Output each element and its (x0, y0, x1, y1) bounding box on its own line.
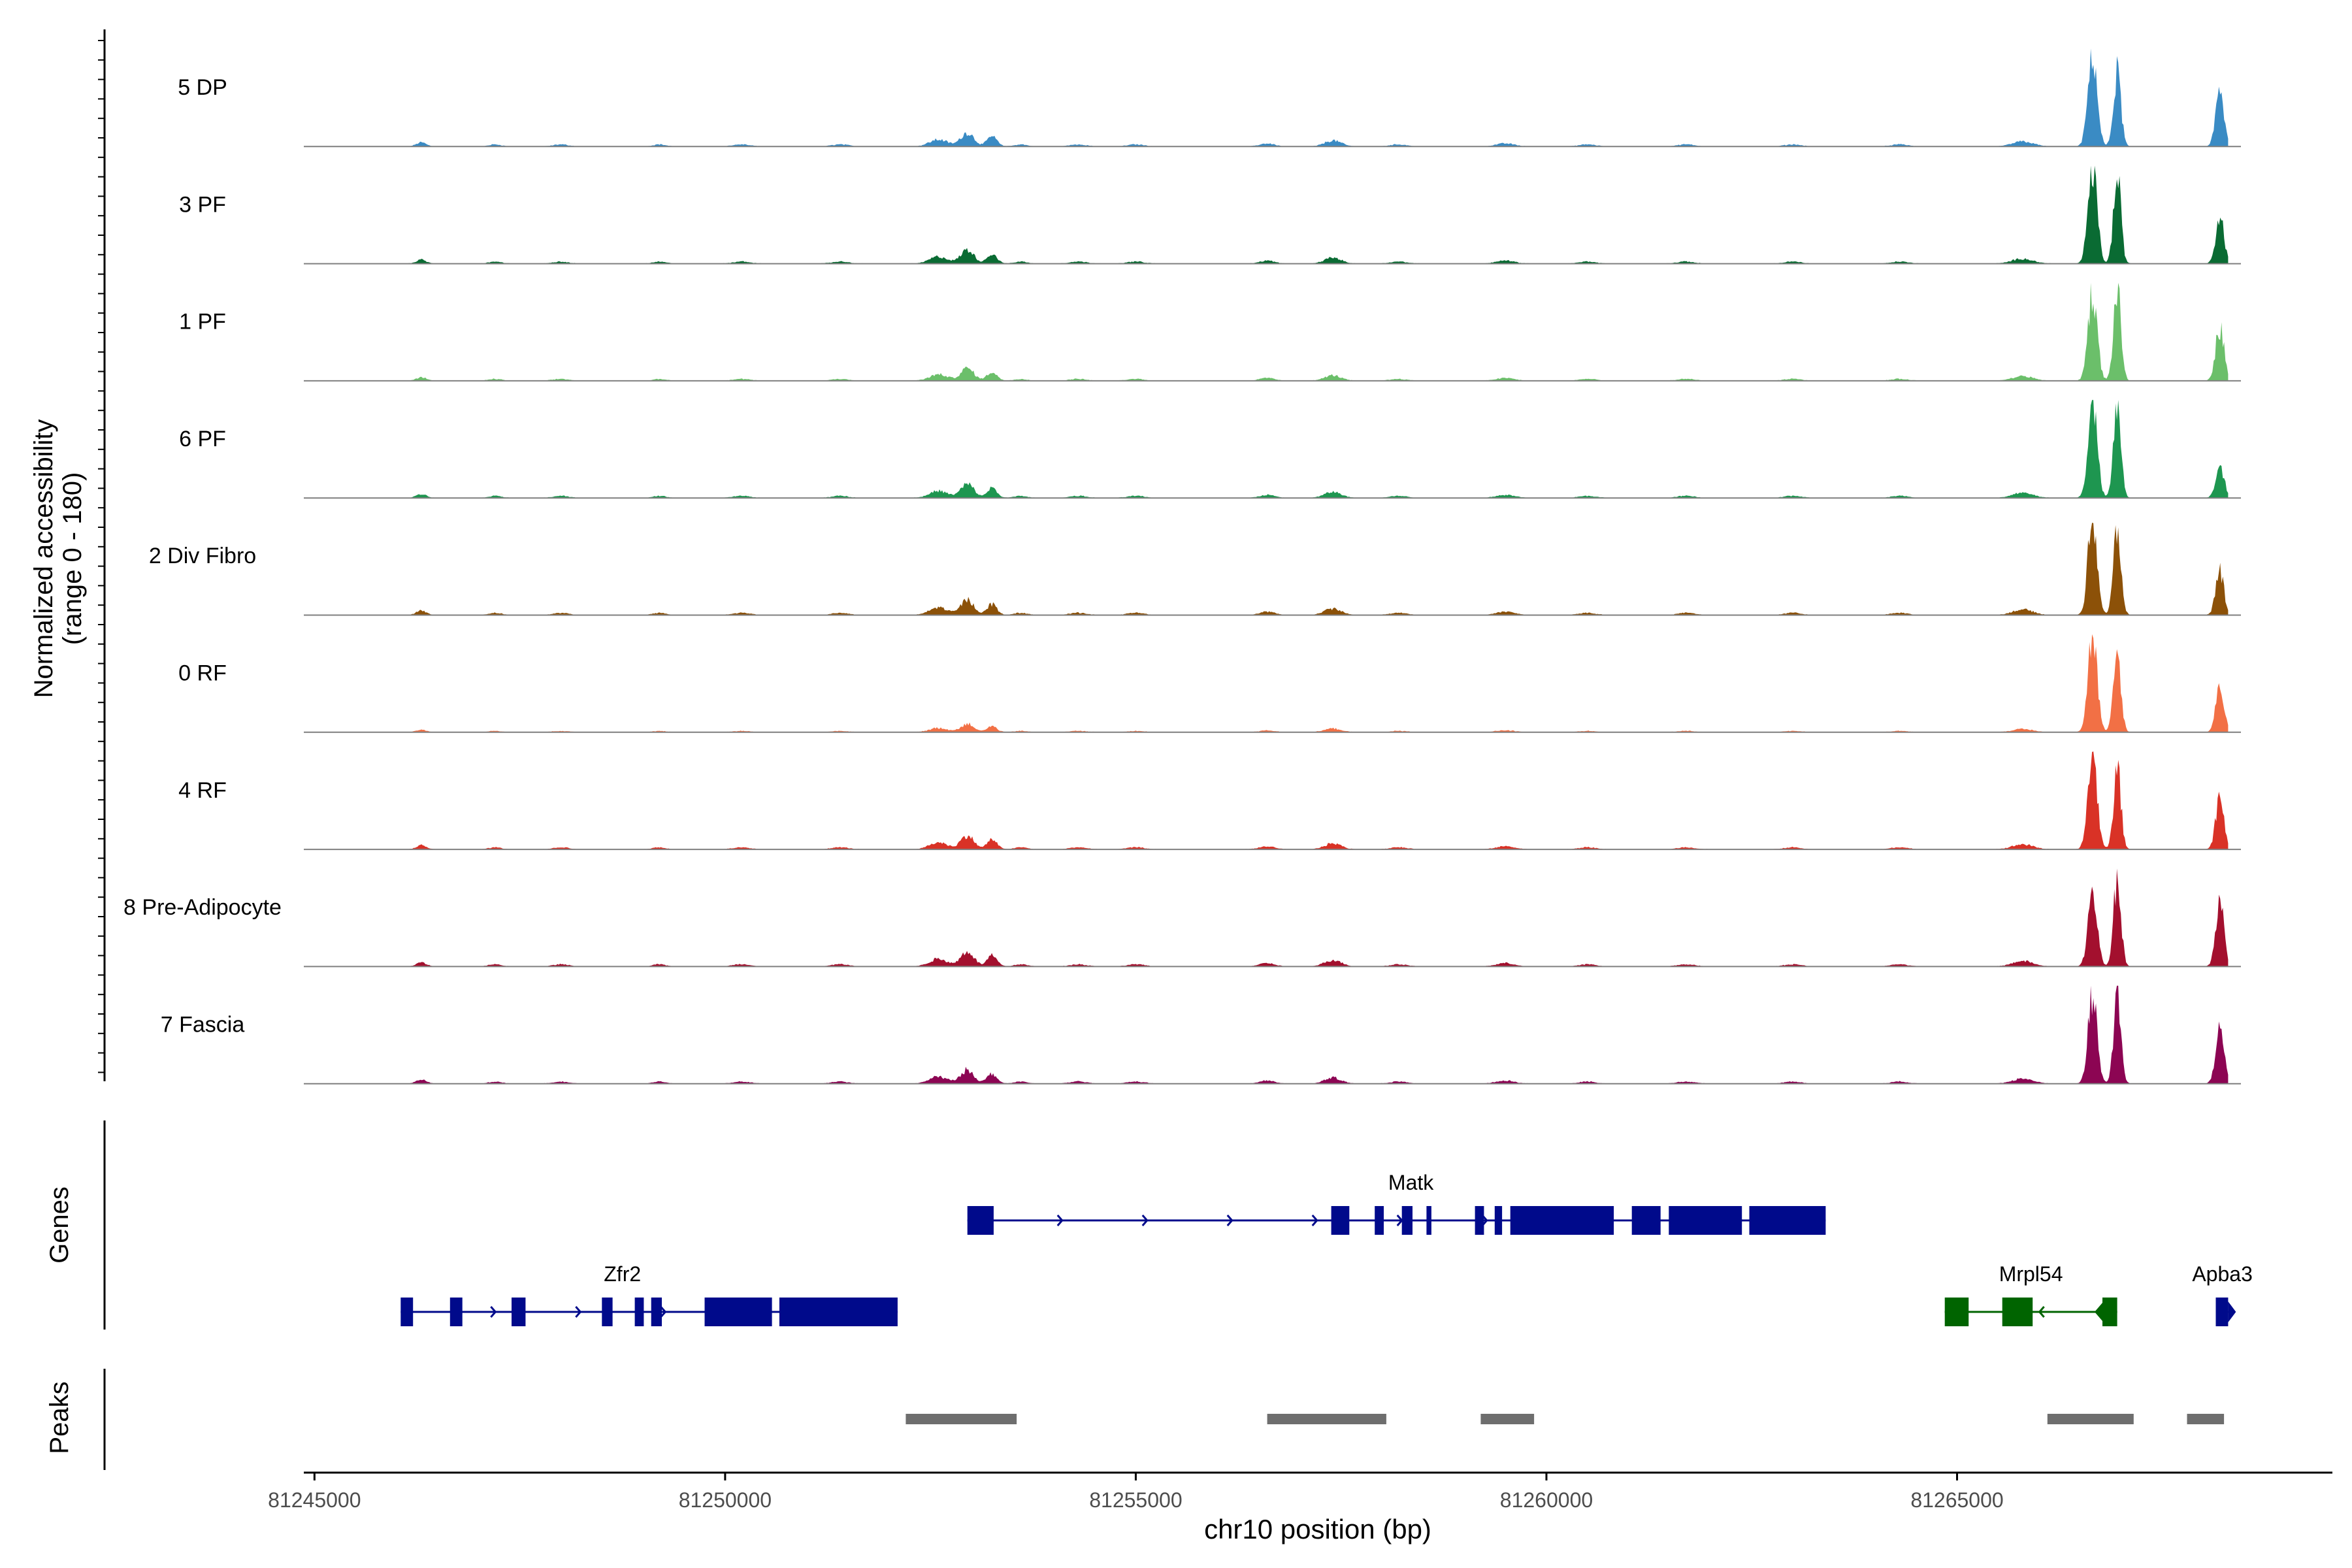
strand-arrow (1226, 1215, 1233, 1226)
track-label: 8 Pre-Adipocyte (123, 895, 282, 920)
track-label: 1 PF (179, 310, 226, 335)
y-axis-title-line1: Normalized accessibility (29, 419, 58, 698)
coverage-area (397, 400, 2229, 498)
gene-zfr2: Zfr2 (400, 1262, 898, 1326)
gene-exon (2102, 1298, 2117, 1326)
gene-exon (602, 1298, 613, 1326)
strand-arrow (1311, 1215, 1318, 1226)
coverage-area (397, 48, 2229, 147)
gene-exon (1669, 1206, 1742, 1235)
coverage-area (397, 165, 2229, 264)
gene-exon (1475, 1206, 1484, 1235)
gene-exon (651, 1298, 662, 1326)
gene-exon (449, 1298, 463, 1326)
strand-arrow (1141, 1215, 1149, 1226)
strand-arrow (575, 1306, 582, 1318)
x-axis-ticks: 81245000 81250000 81255000 81260000 81265000 (268, 1473, 2004, 1512)
gene-apba3: Apba3 (2192, 1262, 2253, 1326)
coverage-area (397, 282, 2229, 381)
coverage-area (397, 634, 2229, 732)
track-label: 6 PF (179, 427, 226, 451)
coverage-area (397, 751, 2229, 850)
strand-arrow-head (2095, 1303, 2103, 1321)
gene-exon (512, 1298, 526, 1326)
gene-exon (1494, 1206, 1503, 1235)
strand-arrow (660, 1306, 667, 1318)
peak-region (2187, 1414, 2225, 1424)
gene-exon (1510, 1206, 1614, 1235)
x-tick-label: 81250000 (679, 1488, 772, 1512)
gene-exon (400, 1298, 414, 1326)
x-tick-label: 81265000 (1910, 1488, 2003, 1512)
gene-matk: Matk (967, 1171, 1826, 1235)
track-7-fascia: 7 Fascia (161, 985, 2241, 1085)
gene-exon (967, 1206, 994, 1235)
track-3-pf: 3 PF (179, 165, 2241, 265)
gene-exon (704, 1298, 772, 1326)
gene-exon (779, 1298, 898, 1326)
track-8-pre-adipocyte: 8 Pre-Adipocyte (123, 868, 2241, 968)
peaks-track-label: Peaks (45, 1381, 74, 1454)
coverage-area (397, 523, 2229, 615)
x-tick-label: 81260000 (1500, 1488, 1593, 1512)
track-label: 2 Div Fibro (149, 544, 256, 568)
track-label: 3 PF (179, 192, 226, 217)
gene-exon (1401, 1206, 1413, 1235)
strand-arrow-head (2228, 1301, 2236, 1322)
gene-exon (1375, 1206, 1384, 1235)
peak-region (1480, 1414, 1535, 1424)
x-tick-label: 81255000 (1089, 1488, 1182, 1512)
x-tick-label: 81245000 (268, 1488, 361, 1512)
gene-exon (1631, 1206, 1661, 1235)
gene-exon (634, 1298, 644, 1326)
strand-arrow (2038, 1306, 2045, 1318)
y-axis-ticks (98, 40, 105, 1073)
y-axis-title-line2: (range 0 - 180) (58, 472, 87, 645)
gene-label: Matk (1388, 1171, 1434, 1194)
gene-label: Apba3 (2192, 1262, 2253, 1286)
gene-label: Zfr2 (604, 1262, 641, 1286)
peaks-track (906, 1414, 2225, 1424)
coverage-tracks: 5 DP 3 PF 1 PF 6 PF 2 Div Fibro 0 RF 4 RF 8 Pre… (123, 48, 2241, 1085)
gene-exon (2002, 1298, 2033, 1326)
track-6-pf: 6 PF (179, 400, 2241, 499)
track-2-div-fibro: 2 Div Fibro (149, 523, 2241, 616)
peak-region (2047, 1414, 2134, 1424)
gene-exon (1944, 1298, 1969, 1326)
x-axis-title: chr10 position (bp) (1204, 1514, 1431, 1544)
track-label: 0 RF (178, 661, 227, 686)
gene-exon (1331, 1206, 1350, 1235)
strand-arrow (490, 1306, 497, 1318)
track-4-rf: 4 RF (178, 751, 2241, 851)
track-label: 7 Fascia (161, 1012, 245, 1037)
axes: 81245000 81250000 81255000 81260000 81265000… (29, 29, 2332, 1544)
peak-region (1267, 1414, 1386, 1424)
genes-track-label: Genes (45, 1186, 74, 1264)
track-1-pf: 1 PF (179, 282, 2241, 382)
gene-label: Mrpl54 (1999, 1262, 2063, 1286)
track-0-rf: 0 RF (178, 634, 2241, 733)
coverage-area (397, 985, 2229, 1084)
coverage-area (397, 868, 2229, 967)
gene-exon (2215, 1298, 2229, 1326)
gene-annotation-track: Matk Zfr2 Mrpl54 Apba3 (400, 1171, 2253, 1326)
peak-region (906, 1414, 1017, 1424)
track-label: 4 RF (178, 778, 227, 803)
gene-exon (1426, 1206, 1431, 1235)
track-5-dp: 5 DP (178, 48, 2241, 148)
gene-mrpl54: Mrpl54 (1944, 1262, 2117, 1326)
strand-arrow (1056, 1215, 1064, 1226)
gene-exon (1749, 1206, 1826, 1235)
track-label: 5 DP (178, 75, 227, 100)
